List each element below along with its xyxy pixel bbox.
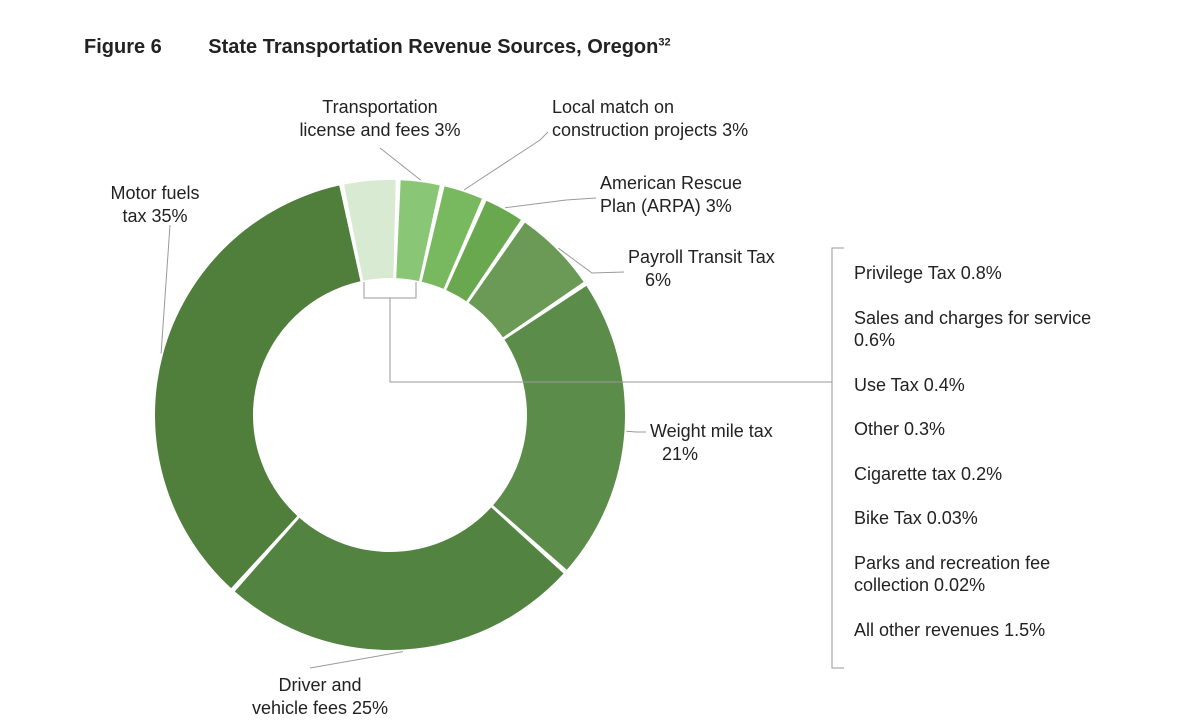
label-arpa: American Rescue Plan (ARPA) 3% [600,172,820,217]
side-item: Use Tax 0.4% [854,374,1114,397]
label-motor-fuels: Motor fuels tax 35% [90,182,220,227]
side-item: Cigarette tax 0.2% [854,463,1114,486]
leader-line [310,652,403,668]
label-payroll-transit: Payroll Transit Tax 6% [628,246,848,291]
leader-line [380,148,421,180]
leader-line [364,282,416,298]
side-item: Bike Tax 0.03% [854,507,1114,530]
leader-line [505,198,596,208]
side-item: Other 0.3% [854,418,1114,441]
small-categories-list: Privilege Tax 0.8% Sales and charges for… [854,262,1114,663]
leader-line [626,431,646,432]
figure-container: { "title": { "figure_no": "Figure 6", "t… [0,0,1200,721]
label-weight-mile: Weight mile tax 21% [650,420,850,465]
label-license-fees: Transportation license and fees 3% [280,96,480,141]
label-driver-vehicle: Driver and vehicle fees 25% [230,674,410,719]
side-item: Parks and recreation fee collection 0.02… [854,552,1114,597]
label-local-match: Local match on construction projects 3% [552,96,812,141]
slice-motor_fuels [155,186,360,589]
side-item: Sales and charges for service 0.6% [854,307,1114,352]
side-item: All other revenues 1.5% [854,619,1114,642]
leader-line [161,225,170,354]
side-item: Privilege Tax 0.8% [854,262,1114,285]
